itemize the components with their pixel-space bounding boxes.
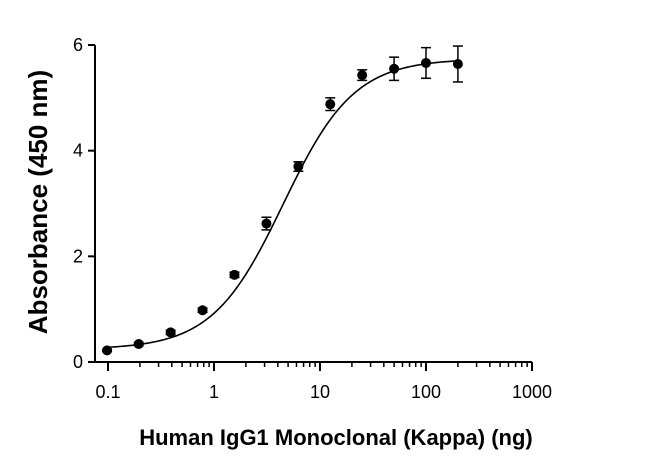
data-point bbox=[389, 63, 400, 74]
data-point bbox=[452, 59, 463, 70]
data-point bbox=[133, 339, 144, 350]
x-tick-label: 0.1 bbox=[95, 382, 120, 402]
y-tick-label: 4 bbox=[73, 141, 83, 161]
x-tick-label: 1 bbox=[209, 382, 219, 402]
y-axis-label: Absorbance (450 nm) bbox=[23, 70, 53, 334]
fit-curve-layer bbox=[107, 60, 458, 349]
data-point bbox=[421, 57, 431, 68]
x-tick-label: 1000 bbox=[512, 382, 552, 402]
y-tick-label: 2 bbox=[73, 246, 83, 266]
fit-curve bbox=[107, 60, 458, 349]
data-point bbox=[261, 218, 272, 229]
y-tick-label: 6 bbox=[73, 35, 83, 55]
error-bars bbox=[102, 45, 463, 353]
y-axis: 0 2 4 6 bbox=[73, 35, 96, 372]
data-point bbox=[197, 305, 208, 316]
data-point bbox=[357, 70, 368, 81]
data-point bbox=[165, 327, 176, 338]
data-points bbox=[102, 57, 463, 356]
x-axis-label: Human IgG1 Monoclonal (Kappa) (ng) bbox=[139, 425, 533, 450]
data-point bbox=[102, 345, 113, 356]
x-axis: 0.1 1 10 100 1000 bbox=[95, 361, 552, 402]
data-point bbox=[293, 161, 304, 172]
data-point bbox=[229, 269, 240, 280]
x-tick-label: 100 bbox=[411, 382, 441, 402]
data-point bbox=[325, 99, 336, 110]
y-tick-label: 0 bbox=[73, 352, 83, 372]
x-tick-label: 10 bbox=[310, 382, 330, 402]
